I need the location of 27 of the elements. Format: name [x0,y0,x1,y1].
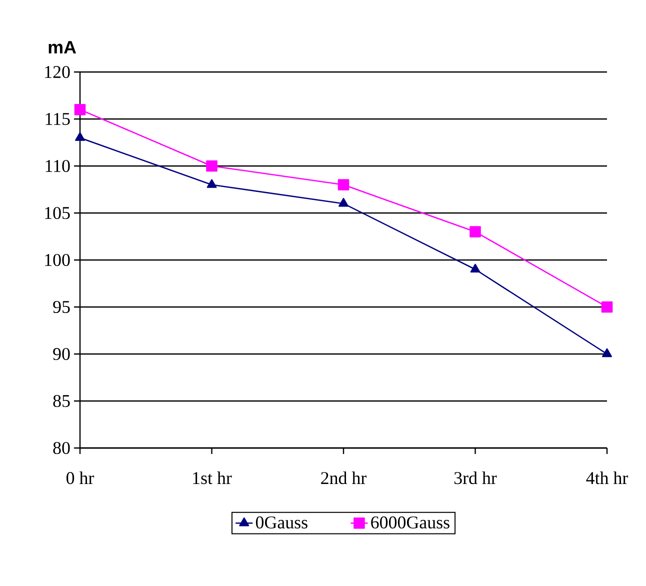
x-tick-label: 2nd hr [321,471,367,484]
y-tick-label: 85 [53,394,70,408]
point [75,132,85,141]
point [74,104,86,116]
point [338,179,350,190]
legend-label: 0Gauss [256,516,308,528]
y-tick-label: 120 [45,66,70,78]
y-tick-label: 100 [45,254,70,266]
point [470,226,481,238]
point [470,264,480,273]
x-tick-label: 0 hr [66,471,94,484]
legend-label: 6000Gauss [371,516,450,528]
x-tick-label: 3rd hr [454,471,497,484]
point [601,301,613,313]
x-tick-label: 1st hr [193,471,232,484]
y-tick-label: 110 [46,160,70,172]
x-tick-label: 4th hr [586,471,628,484]
point [206,160,218,172]
point [206,179,217,188]
point [338,198,348,207]
y-axis-title: mA [48,41,76,54]
point [602,348,612,358]
y-tick-label: 80 [53,442,70,454]
y-tick-label: 115 [46,112,70,125]
y-tick-label: 105 [45,206,70,220]
y-tick-label: 95 [53,300,70,314]
y-tick-label: 90 [53,348,70,360]
